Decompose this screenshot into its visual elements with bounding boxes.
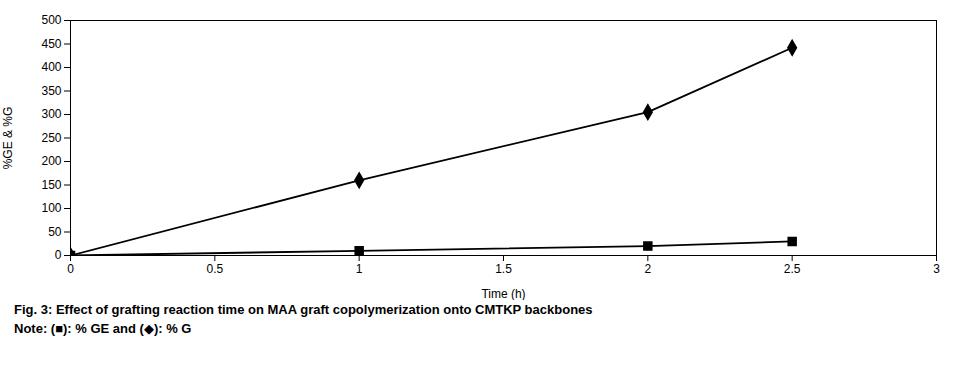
svg-text:0: 0	[67, 262, 74, 276]
svg-text:1: 1	[356, 262, 363, 276]
html-text:Fig. 3: Effect of grafting rea: Fig. 3: Effect of grafting reaction time…	[14, 302, 593, 317]
svg-text:300: 300	[41, 107, 61, 121]
svg-text:1.5: 1.5	[495, 262, 512, 276]
svg-text:2.5: 2.5	[784, 262, 801, 276]
svg-text:%GE & %G: %GE & %G	[1, 107, 15, 170]
svg-text:2: 2	[644, 262, 651, 276]
svg-text:450: 450	[41, 37, 61, 51]
svg-text:200: 200	[41, 154, 61, 168]
svg-text:Time (h): Time (h)	[481, 287, 525, 301]
svg-text:500: 500	[41, 13, 61, 27]
svg-text:150: 150	[41, 178, 61, 192]
svg-text:3: 3	[933, 262, 940, 276]
svg-text:100: 100	[41, 201, 61, 215]
html-text:Note: (■): % GE and (◆): % G: Note: (■): % GE and (◆): % G	[14, 321, 192, 336]
svg-text:0: 0	[55, 248, 62, 262]
svg-text:350: 350	[41, 84, 61, 98]
svg-text:400: 400	[41, 60, 61, 74]
svg-text:50: 50	[48, 225, 62, 239]
svg-text:250: 250	[41, 131, 61, 145]
svg-text:0.5: 0.5	[206, 262, 223, 276]
